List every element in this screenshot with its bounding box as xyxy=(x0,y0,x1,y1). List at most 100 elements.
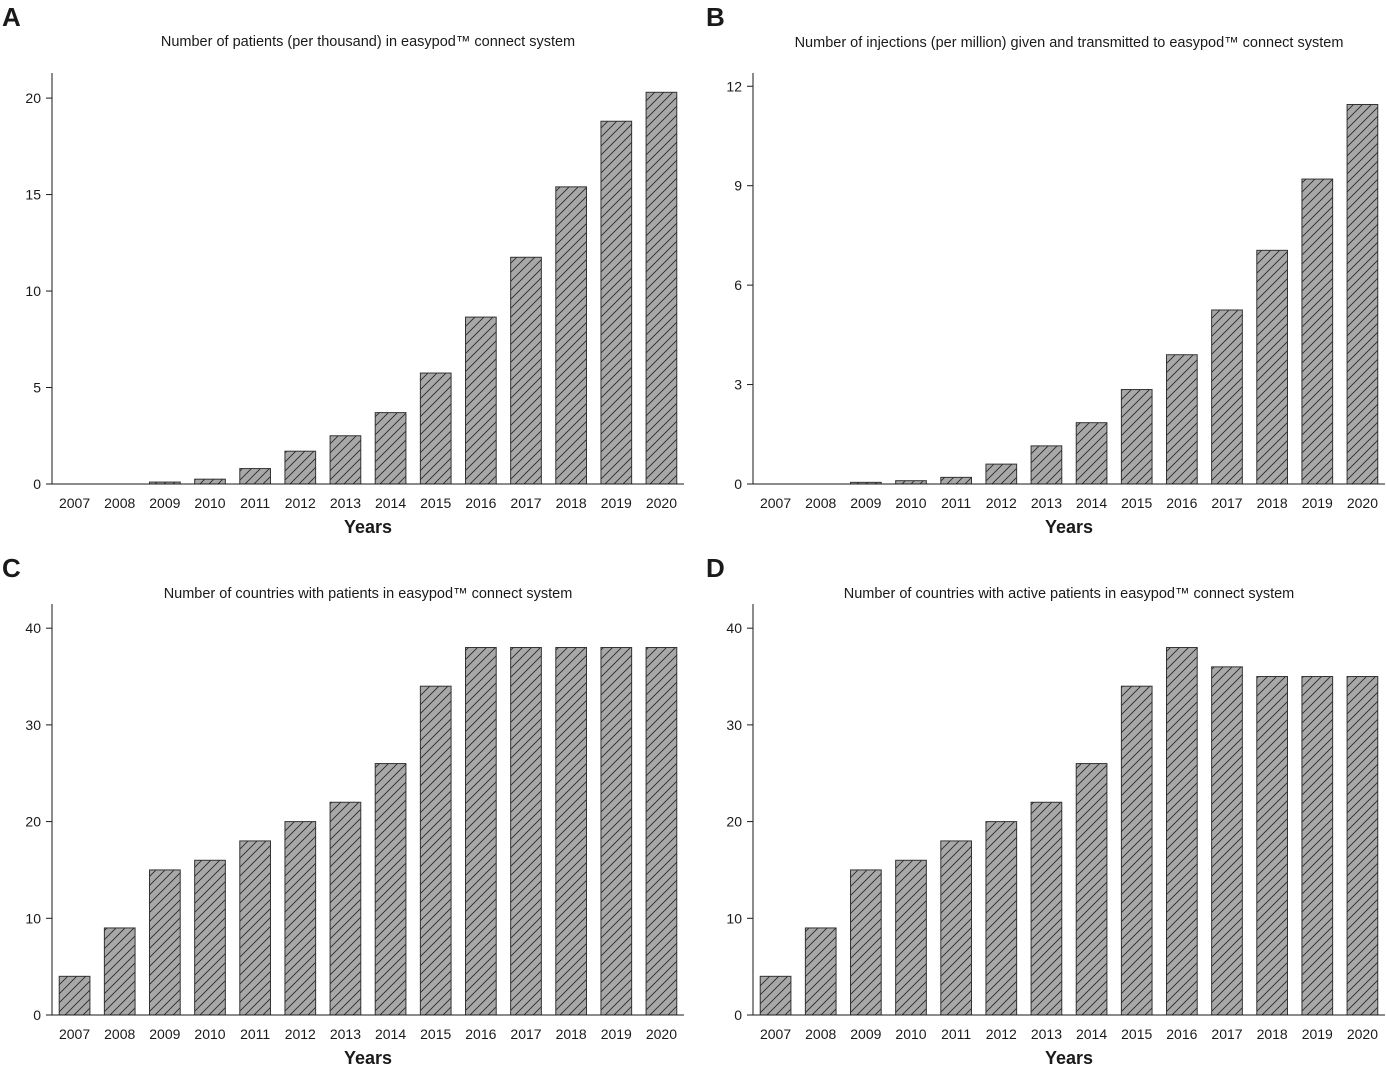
bar-c-2016 xyxy=(465,647,497,1016)
x-tick-label: 2015 xyxy=(1121,495,1152,511)
x-tick-label: 2016 xyxy=(465,495,496,511)
panel-letter-b: B xyxy=(706,2,725,32)
y-tick-label: 10 xyxy=(726,910,742,926)
x-tick-label: 2012 xyxy=(285,1026,316,1042)
bar-c-2011 xyxy=(239,840,271,1016)
bar-a-2012 xyxy=(284,450,317,485)
x-tick-label: 2020 xyxy=(1347,1026,1378,1042)
x-tick-label: 2008 xyxy=(104,1026,135,1042)
y-tick-label: 15 xyxy=(25,187,41,203)
x-tick-label: 2009 xyxy=(149,1026,180,1042)
bar-d-2017 xyxy=(1211,666,1243,1016)
bar-c-2017 xyxy=(510,647,542,1016)
bar-c-2018 xyxy=(555,647,587,1016)
y-tick-label: 3 xyxy=(734,377,742,393)
x-tick-label: 2019 xyxy=(1302,1026,1333,1042)
x-tick-label: 2008 xyxy=(805,1026,836,1042)
bar-d-2013 xyxy=(1030,801,1063,1016)
x-tick-label: 2009 xyxy=(850,1026,881,1042)
bar-d-2012 xyxy=(985,821,1018,1016)
bar-c-2013 xyxy=(329,801,362,1016)
x-tick-label: 2013 xyxy=(1031,495,1062,511)
bar-a-2018 xyxy=(555,186,587,485)
x-tick-label: 2015 xyxy=(420,1026,451,1042)
bar-c-2012 xyxy=(284,821,317,1016)
x-tick-label: 2011 xyxy=(240,1026,270,1042)
bar-d-2018 xyxy=(1256,676,1288,1016)
y-tick-label: 20 xyxy=(726,814,742,830)
x-axis-title-d: Years xyxy=(1045,1048,1093,1066)
x-tick-label: 2012 xyxy=(986,495,1017,511)
bar-d-2015 xyxy=(1120,685,1153,1016)
x-tick-label: 2020 xyxy=(646,1026,677,1042)
x-tick-label: 2019 xyxy=(601,495,632,511)
x-tick-label: 2012 xyxy=(285,495,316,511)
bar-d-2019 xyxy=(1301,676,1334,1016)
x-tick-label: 2013 xyxy=(1031,1026,1062,1042)
x-tick-label: 2011 xyxy=(941,495,971,511)
bar-a-2017 xyxy=(510,256,542,485)
x-tick-label: 2018 xyxy=(556,495,587,511)
bar-c-2020 xyxy=(645,647,678,1016)
bar-a-2014 xyxy=(374,412,407,485)
x-tick-label: 2007 xyxy=(760,1026,791,1042)
y-tick-label: 20 xyxy=(25,814,41,830)
chart-title-c: Number of countries with patients in eas… xyxy=(164,586,573,602)
bar-a-2015 xyxy=(419,372,452,485)
x-tick-label: 2012 xyxy=(986,1026,1017,1042)
x-tick-label: 2019 xyxy=(601,1026,632,1042)
x-tick-label: 2011 xyxy=(240,495,270,511)
x-tick-label: 2007 xyxy=(760,495,791,511)
x-tick-label: 2018 xyxy=(556,1026,587,1042)
y-tick-label: 6 xyxy=(734,277,742,293)
bar-c-2019 xyxy=(600,647,633,1016)
bar-a-2013 xyxy=(329,435,362,485)
x-tick-label: 2010 xyxy=(895,495,926,511)
y-tick-label: 10 xyxy=(25,283,41,299)
x-tick-label: 2010 xyxy=(194,495,225,511)
x-tick-label: 2014 xyxy=(1076,1026,1107,1042)
x-tick-label: 2007 xyxy=(59,1026,90,1042)
x-tick-label: 2019 xyxy=(1302,495,1333,511)
y-tick-label: 0 xyxy=(33,1007,41,1023)
bar-c-2014 xyxy=(374,763,407,1016)
bar-a-2011 xyxy=(239,468,271,485)
x-tick-label: 2017 xyxy=(1211,1026,1242,1042)
bar-d-2020 xyxy=(1346,676,1379,1016)
x-tick-label: 2020 xyxy=(646,495,677,511)
x-tick-label: 2017 xyxy=(510,495,541,511)
x-tick-label: 2014 xyxy=(375,495,406,511)
panel-letter-c: C xyxy=(2,553,21,583)
x-tick-label: 2011 xyxy=(941,1026,971,1042)
y-tick-label: 40 xyxy=(25,620,41,636)
bar-c-2007 xyxy=(58,975,91,1016)
x-tick-label: 2013 xyxy=(330,1026,361,1042)
x-tick-label: 2009 xyxy=(850,495,881,511)
bar-c-2008 xyxy=(103,927,136,1016)
panel-letter-a: A xyxy=(2,2,21,32)
chart-panel-b: B Number of injections (per million) give… xyxy=(706,2,1385,537)
y-tick-label: 0 xyxy=(734,476,742,492)
bar-a-2010 xyxy=(194,478,226,485)
x-tick-label: 2018 xyxy=(1257,495,1288,511)
bar-c-2010 xyxy=(194,859,226,1016)
x-tick-label: 2017 xyxy=(510,1026,541,1042)
bar-a-2016 xyxy=(465,316,497,485)
x-tick-label: 2020 xyxy=(1347,495,1378,511)
x-tick-label: 2017 xyxy=(1211,495,1242,511)
x-tick-label: 2014 xyxy=(375,1026,406,1042)
x-axis-title-c: Years xyxy=(344,1048,392,1066)
panel-letter-d: D xyxy=(706,553,725,583)
y-tick-label: 30 xyxy=(25,717,41,733)
y-tick-label: 9 xyxy=(734,178,742,194)
bar-c-2009 xyxy=(149,869,181,1016)
x-tick-label: 2015 xyxy=(1121,1026,1152,1042)
y-tick-label: 5 xyxy=(33,380,41,396)
x-tick-label: 2010 xyxy=(194,1026,225,1042)
y-tick-label: 12 xyxy=(726,78,742,94)
bar-b-2014 xyxy=(1075,422,1108,485)
y-tick-label: 20 xyxy=(25,90,41,106)
x-tick-label: 2009 xyxy=(149,495,180,511)
bar-d-2007 xyxy=(759,975,792,1016)
bar-b-2011 xyxy=(940,476,972,485)
